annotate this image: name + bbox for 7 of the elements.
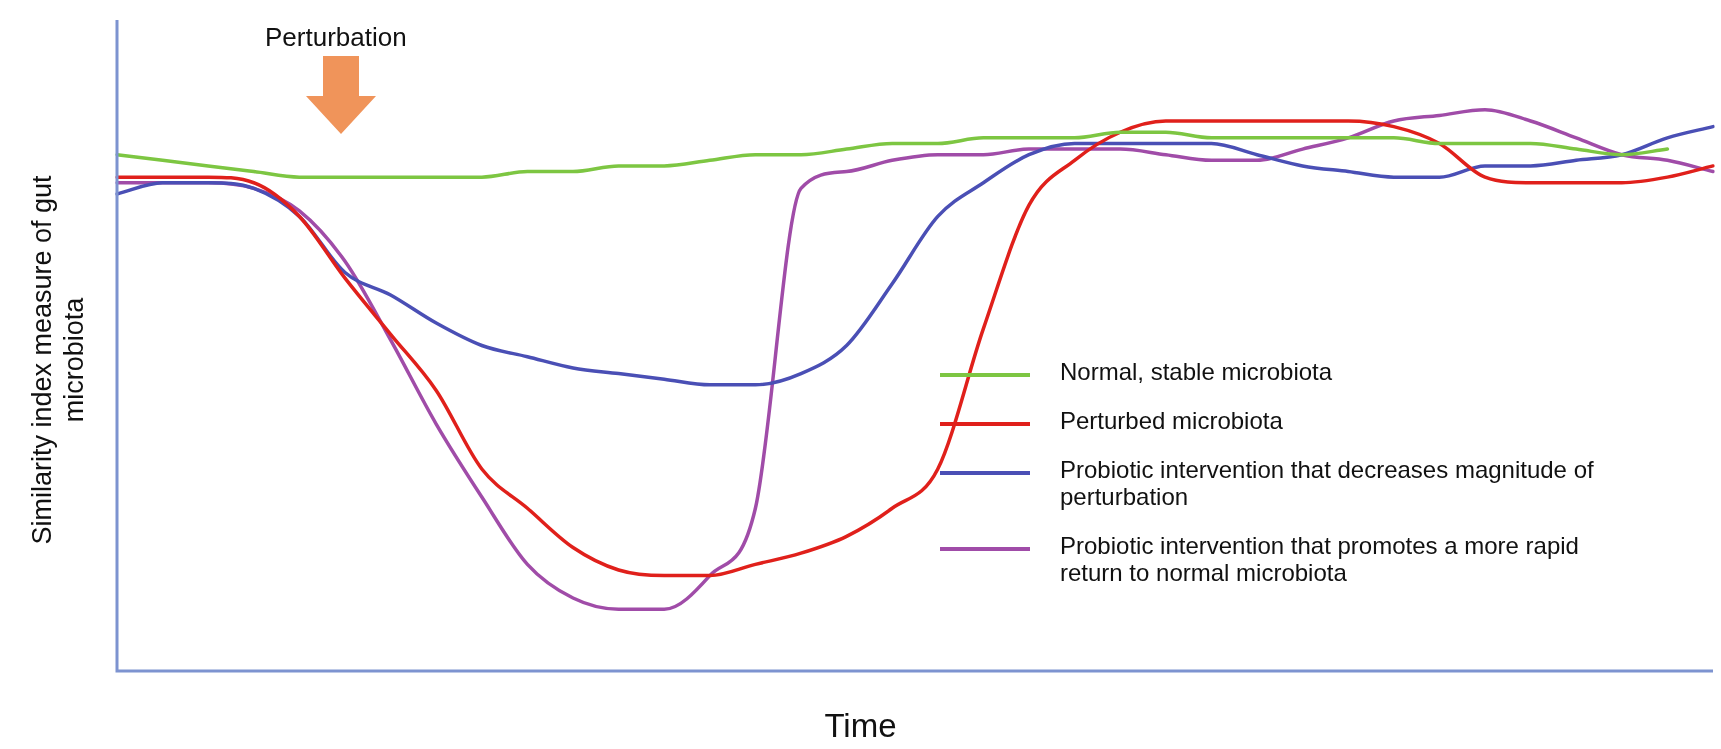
x-axis-title: Time [823,707,898,745]
legend-label: Normal, stable microbiota [1060,358,1334,385]
legend-label: Probiotic intervention that decreases magnitude of perturbation [1060,456,1595,510]
legend-label: Perturbed microbiota [1060,407,1284,434]
legend-label: Probiotic intervention that promotes a more rapid return to normal microbiota [1060,532,1580,586]
text: Perturbation [265,22,407,53]
y-axis-title: Similarity index measure of gut microbiota [26,174,90,547]
